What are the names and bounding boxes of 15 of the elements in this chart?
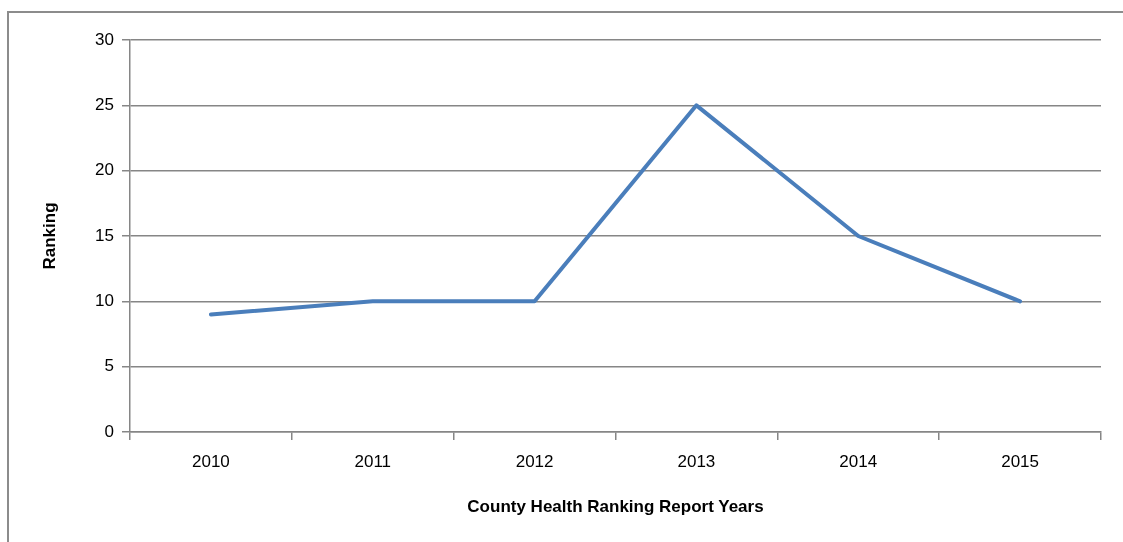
y-tick-label: 10 (95, 291, 114, 311)
x-tick-label: 2010 (192, 451, 230, 471)
x-axis-title: County Health Ranking Report Years (467, 497, 764, 517)
x-tick-label: 2011 (354, 451, 392, 471)
x-tick-label: 2015 (1001, 451, 1039, 471)
y-tick-label: 20 (95, 160, 114, 180)
y-tick-label: 25 (95, 95, 114, 115)
y-axis-title: Ranking (39, 202, 59, 270)
y-tick-label: 30 (95, 29, 114, 49)
y-tick-label: 5 (104, 356, 114, 376)
x-tick-label: 2012 (515, 451, 554, 471)
y-tick-label: 15 (95, 225, 114, 245)
y-tick-label: 0 (104, 421, 114, 441)
x-tick-label: 2014 (839, 451, 878, 471)
x-tick-label: 2013 (677, 451, 716, 471)
